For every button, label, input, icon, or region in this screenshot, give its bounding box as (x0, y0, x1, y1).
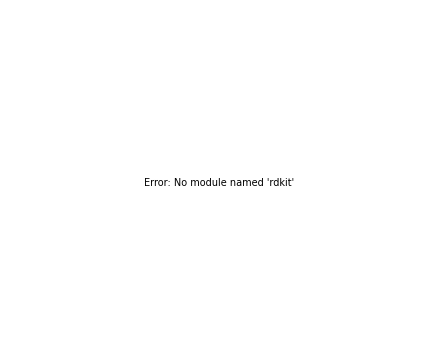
Text: Error: No module named 'rdkit': Error: No module named 'rdkit' (144, 178, 293, 188)
